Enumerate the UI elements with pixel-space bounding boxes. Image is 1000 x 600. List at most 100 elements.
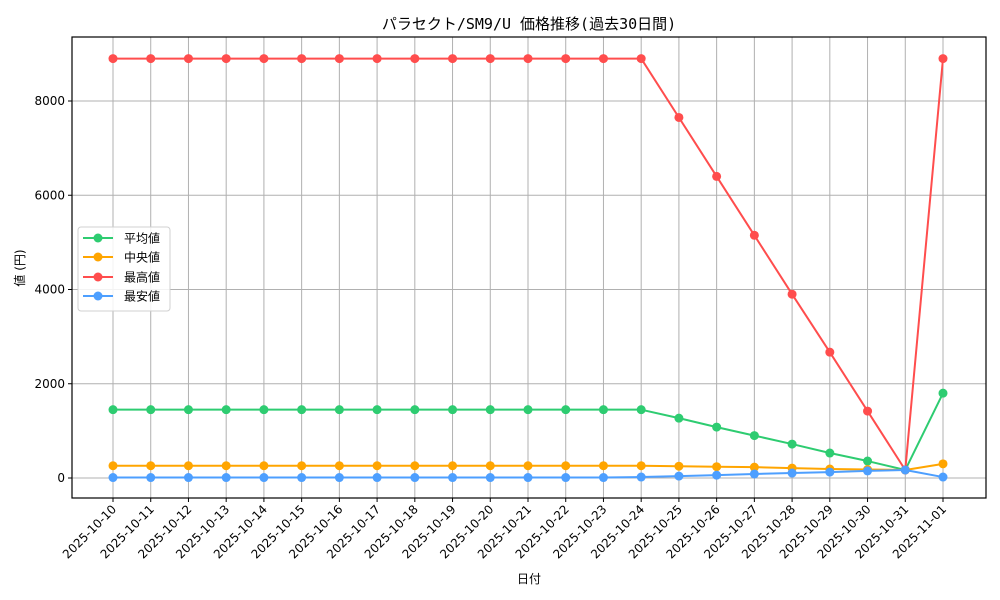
data-point-marker <box>183 473 193 483</box>
data-point-marker <box>485 54 495 64</box>
data-point-marker <box>674 413 684 423</box>
legend-label: 平均値 <box>124 231 160 246</box>
data-point-marker <box>561 54 571 64</box>
data-point-marker <box>221 405 231 415</box>
data-point-marker <box>485 473 495 483</box>
data-point-marker <box>108 473 118 483</box>
data-point-marker <box>863 456 873 466</box>
data-point-marker <box>712 171 722 181</box>
data-point-marker <box>636 54 646 64</box>
data-point-marker <box>146 405 156 415</box>
data-point-marker <box>938 472 948 482</box>
data-point-marker <box>183 54 193 64</box>
data-point-marker <box>410 461 420 471</box>
legend-box <box>77 226 171 312</box>
data-point-marker <box>221 54 231 64</box>
data-point-marker <box>787 289 797 299</box>
legend-label: 最安値 <box>124 289 160 304</box>
data-point-marker <box>712 470 722 480</box>
data-point-marker <box>712 422 722 432</box>
data-point-marker <box>334 405 344 415</box>
data-point-marker <box>938 54 948 64</box>
data-point-marker <box>938 459 948 469</box>
data-point-marker <box>259 405 269 415</box>
data-point-marker <box>221 473 231 483</box>
data-point-marker <box>448 461 458 471</box>
series-2 <box>108 54 948 475</box>
data-point-marker <box>825 467 835 477</box>
data-point-marker <box>410 473 420 483</box>
chart-title: パラセクト/SM9/U 価格推移(過去30日間) <box>382 15 676 33</box>
data-point-marker <box>108 461 118 471</box>
data-point-marker <box>183 461 193 471</box>
data-point-marker <box>372 54 382 64</box>
data-point-marker <box>410 54 420 64</box>
data-point-marker <box>146 473 156 483</box>
data-point-marker <box>636 472 646 482</box>
data-point-marker <box>900 465 910 475</box>
legend-label: 最高値 <box>124 270 160 285</box>
data-point-marker <box>146 461 156 471</box>
data-point-marker <box>259 461 269 471</box>
data-point-marker <box>674 461 684 471</box>
data-point-marker <box>146 54 156 64</box>
legend-item: 最高値 <box>83 270 160 285</box>
legend-item: 平均値 <box>83 231 160 246</box>
data-point-marker <box>674 471 684 481</box>
data-point-marker <box>410 405 420 415</box>
data-point-marker <box>749 431 759 441</box>
data-point-marker <box>825 448 835 458</box>
data-point-marker <box>485 405 495 415</box>
data-point-marker <box>372 405 382 415</box>
data-point-marker <box>674 112 684 122</box>
data-point-marker <box>297 54 307 64</box>
data-point-marker <box>598 473 608 483</box>
series-3 <box>108 465 948 483</box>
data-point-marker <box>108 54 118 64</box>
legend-item: 中央値 <box>83 250 160 265</box>
y-axis-label: 値 (円) <box>12 249 27 286</box>
data-point-marker <box>561 405 571 415</box>
y-axis-ticks: 0 2000 4000 6000 8000 <box>34 94 72 485</box>
data-point-marker <box>221 461 231 471</box>
legend-marker-icon <box>93 233 103 243</box>
legend-item: 最安値 <box>83 289 160 304</box>
data-point-marker <box>372 461 382 471</box>
data-point-marker <box>448 405 458 415</box>
data-point-marker <box>448 54 458 64</box>
data-point-marker <box>334 54 344 64</box>
data-point-marker <box>297 461 307 471</box>
data-point-marker <box>448 473 458 483</box>
data-point-marker <box>787 468 797 478</box>
data-point-marker <box>636 405 646 415</box>
y-tick-label: 0 <box>57 471 65 485</box>
data-point-marker <box>598 54 608 64</box>
data-point-marker <box>598 405 608 415</box>
y-tick-label: 8000 <box>34 94 65 108</box>
data-point-marker <box>863 466 873 476</box>
data-point-marker <box>523 461 533 471</box>
data-point-marker <box>561 473 571 483</box>
y-tick-label: 4000 <box>34 283 65 297</box>
data-point-marker <box>334 473 344 483</box>
data-point-marker <box>259 54 269 64</box>
series-0 <box>108 388 948 475</box>
data-point-marker <box>523 405 533 415</box>
y-tick-label: 2000 <box>34 377 65 391</box>
y-tick-label: 6000 <box>34 188 65 202</box>
data-point-marker <box>749 462 759 472</box>
legend-marker-icon <box>93 272 103 282</box>
data-point-marker <box>259 473 269 483</box>
plot-frame <box>71 36 987 499</box>
data-point-marker <box>523 473 533 483</box>
data-point-marker <box>108 405 118 415</box>
data-point-marker <box>636 461 646 471</box>
legend-marker-icon <box>93 252 103 262</box>
legend-label: 中央値 <box>124 250 160 265</box>
data-point-marker <box>183 405 193 415</box>
data-point-marker <box>598 461 608 471</box>
